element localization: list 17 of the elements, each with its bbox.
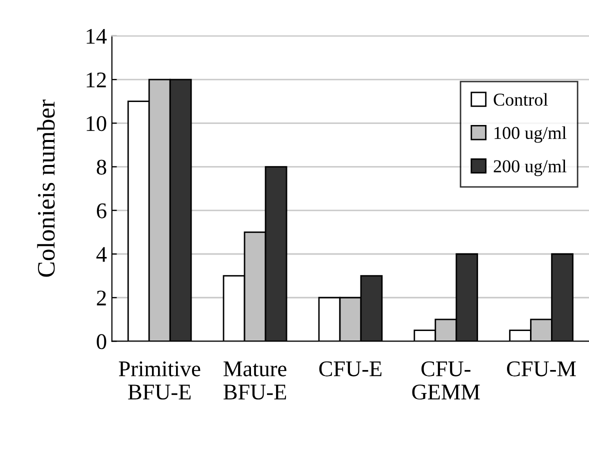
y-tick-label: 6 xyxy=(96,203,106,218)
y-tick-label: 4 xyxy=(96,247,107,262)
x-tick-label: CFU-M xyxy=(507,361,576,376)
legend-label: 200 ug/ml xyxy=(494,160,566,176)
y-tick-label: 2 xyxy=(96,290,106,306)
x-tick-label: CFU-E xyxy=(319,361,382,376)
x-tick-label: Mature BFU-E xyxy=(224,362,286,400)
x-tick-label: Primitive BFU-E xyxy=(118,361,200,400)
legend-label: Control xyxy=(494,93,548,106)
y-tick-label: 0 xyxy=(96,334,106,350)
y-tick-label: 14 xyxy=(86,28,107,44)
y-tick-label: 12 xyxy=(86,72,106,88)
legend-label: 100 ug/ml xyxy=(494,126,566,143)
y-tick-label: 10 xyxy=(86,116,106,132)
y-axis-title: Colonieis number xyxy=(37,100,55,277)
y-tick-label: 8 xyxy=(96,160,106,175)
x-tick-label: CFU- GEMM xyxy=(412,361,480,400)
